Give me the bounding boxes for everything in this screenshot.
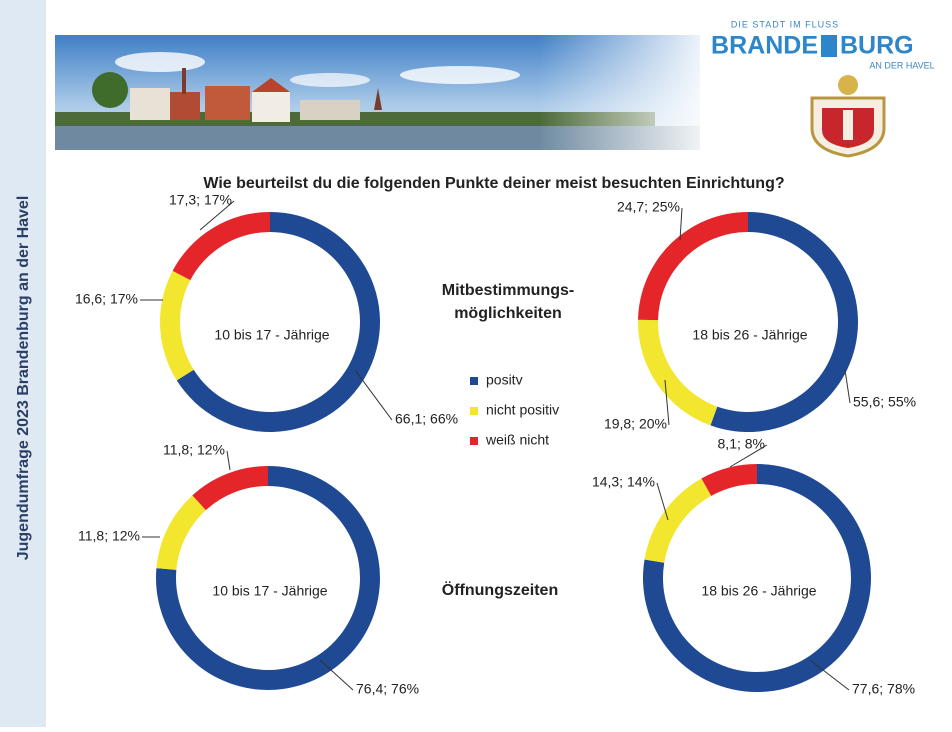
- data-label: 16,6; 17%: [75, 291, 138, 307]
- data-label: 8,1; 8%: [718, 436, 765, 452]
- center-label: 10 bis 17 - Jährige: [214, 327, 329, 343]
- data-label: 66,1; 66%: [395, 411, 458, 427]
- data-label: 76,4; 76%: [356, 681, 419, 697]
- data-label: 24,7; 25%: [617, 199, 680, 215]
- data-label: 14,3; 14%: [592, 474, 655, 490]
- center-label: 18 bis 26 - Jährige: [692, 327, 807, 343]
- chart-title: Wie beurteilst du die folgenden Punkte d…: [203, 175, 784, 192]
- logo-subline: AN DER HAVEL: [869, 60, 934, 70]
- row-label: Öffnungszeiten: [442, 580, 558, 599]
- page: Jugendumfrage 2023 Brandenburg an der Ha…: [0, 0, 952, 732]
- logo-name-end: BURG: [840, 32, 914, 60]
- legend-label: nicht positiv: [486, 402, 559, 418]
- row-label: Mitbestimmungs-: [442, 282, 574, 299]
- legend-label: weiß nicht: [485, 432, 549, 448]
- banner-photo: [55, 35, 700, 150]
- logo-tagline: DIE STADT IM FLUSS: [731, 19, 839, 29]
- row-label: möglichkeiten: [454, 305, 562, 322]
- legend-swatch: [470, 407, 478, 415]
- data-label: 11,8; 12%: [163, 442, 225, 458]
- center-label: 10 bis 17 - Jährige: [212, 583, 327, 599]
- side-title: Jugendumfrage 2023 Brandenburg an der Ha…: [15, 196, 32, 561]
- logo-name-start: BRANDE: [711, 32, 818, 60]
- data-label: 19,8; 20%: [604, 416, 667, 432]
- legend-swatch: [470, 437, 478, 445]
- slide: Jugendumfrage 2023 Brandenburg an der Ha…: [0, 0, 952, 727]
- center-label: 18 bis 26 - Jährige: [701, 583, 816, 599]
- logo-gate-icon: [821, 35, 837, 57]
- legend-swatch: [470, 377, 478, 385]
- data-label: 11,8; 12%: [78, 528, 140, 544]
- data-label: 77,6; 78%: [852, 681, 915, 697]
- legend-label: positv: [486, 372, 523, 388]
- data-label: 55,6; 55%: [853, 394, 916, 410]
- data-label: 17,3; 17%: [169, 192, 232, 208]
